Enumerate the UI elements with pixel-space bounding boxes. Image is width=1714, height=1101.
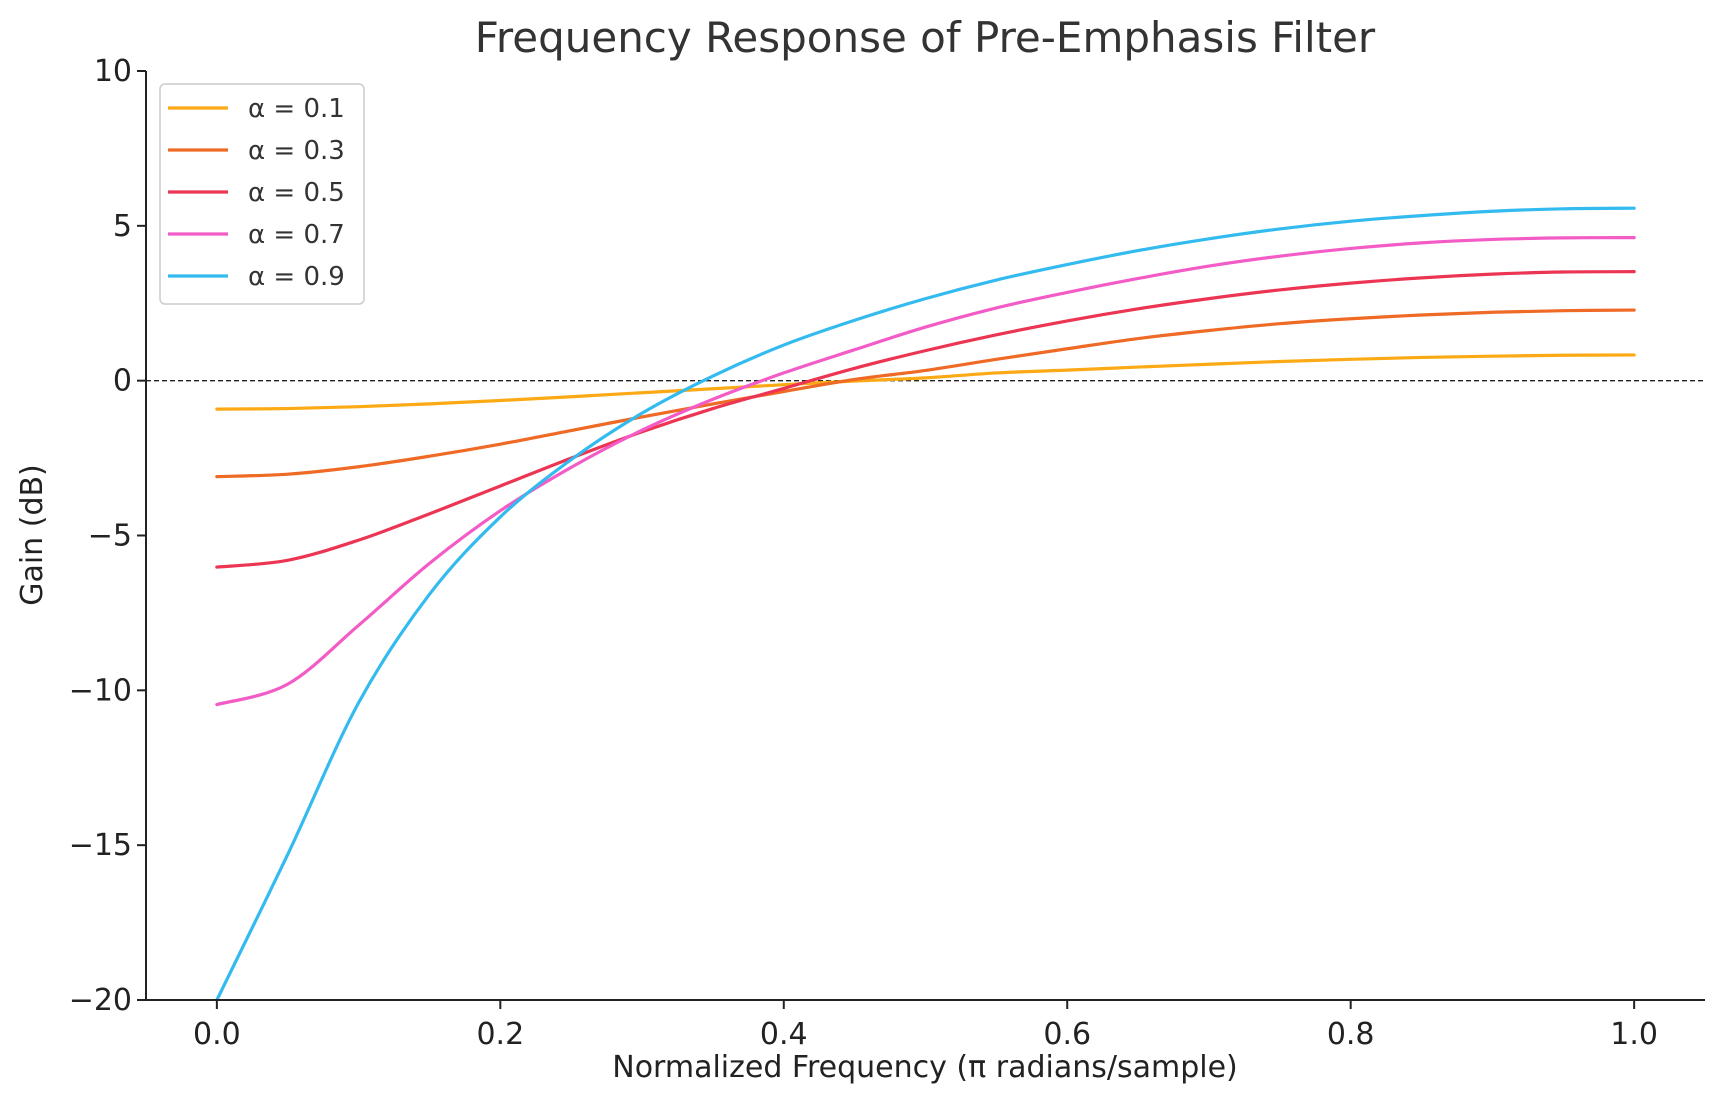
- x-tick-label: 0.6: [1043, 1017, 1091, 1052]
- x-ticks: 0.0 0.2 0.4 0.6 0.8 1.0: [193, 1000, 1658, 1052]
- series-line-4: [215, 236, 1636, 707]
- y-axis-label: Gain (dB): [15, 464, 50, 606]
- y-tick-label: 10: [94, 54, 132, 89]
- x-tick-label: 0.0: [193, 1017, 241, 1052]
- x-tick-label: 0.2: [476, 1017, 524, 1052]
- legend-label: α = 0.3: [248, 136, 345, 166]
- plot-area: 0.0 0.2 0.4 0.6 0.8 1.0 10 5 0 −5 −10 −15 −20: [69, 54, 1705, 1052]
- y-tick-label: −5: [88, 519, 132, 554]
- y-tick-label: 0: [113, 364, 132, 399]
- legend-label: α = 0.5: [248, 178, 345, 208]
- x-tick-label: 0.8: [1327, 1017, 1375, 1052]
- y-tick-label: −10: [69, 673, 132, 708]
- x-tick-label: 1.0: [1610, 1017, 1658, 1052]
- series-line-2: [215, 308, 1636, 479]
- x-axis-label: Normalized Frequency (π radians/sample): [612, 1050, 1238, 1085]
- legend: α = 0.1 α = 0.3 α = 0.5 α = 0.7 α = 0.9: [159, 83, 365, 305]
- y-ticks: 10 5 0 −5 −10 −15 −20: [69, 54, 146, 1018]
- legend-label: α = 0.9: [248, 262, 345, 292]
- legend-label: α = 0.1: [248, 94, 345, 124]
- legend-box: [159, 83, 365, 305]
- x-tick-label: 0.4: [760, 1017, 808, 1052]
- series-line-1: [215, 353, 1636, 411]
- chart-title: Frequency Response of Pre-Emphasis Filte…: [475, 13, 1376, 62]
- legend-items: α = 0.1 α = 0.3 α = 0.5 α = 0.7 α = 0.9: [168, 94, 345, 292]
- series-layer: [215, 206, 1636, 1002]
- legend-label: α = 0.7: [248, 220, 345, 250]
- series-line-3: [215, 270, 1636, 569]
- y-tick-label: 5: [113, 209, 132, 244]
- series-line-5: [215, 206, 1636, 1002]
- y-tick-label: −15: [69, 828, 132, 863]
- y-tick-label: −20: [69, 983, 132, 1018]
